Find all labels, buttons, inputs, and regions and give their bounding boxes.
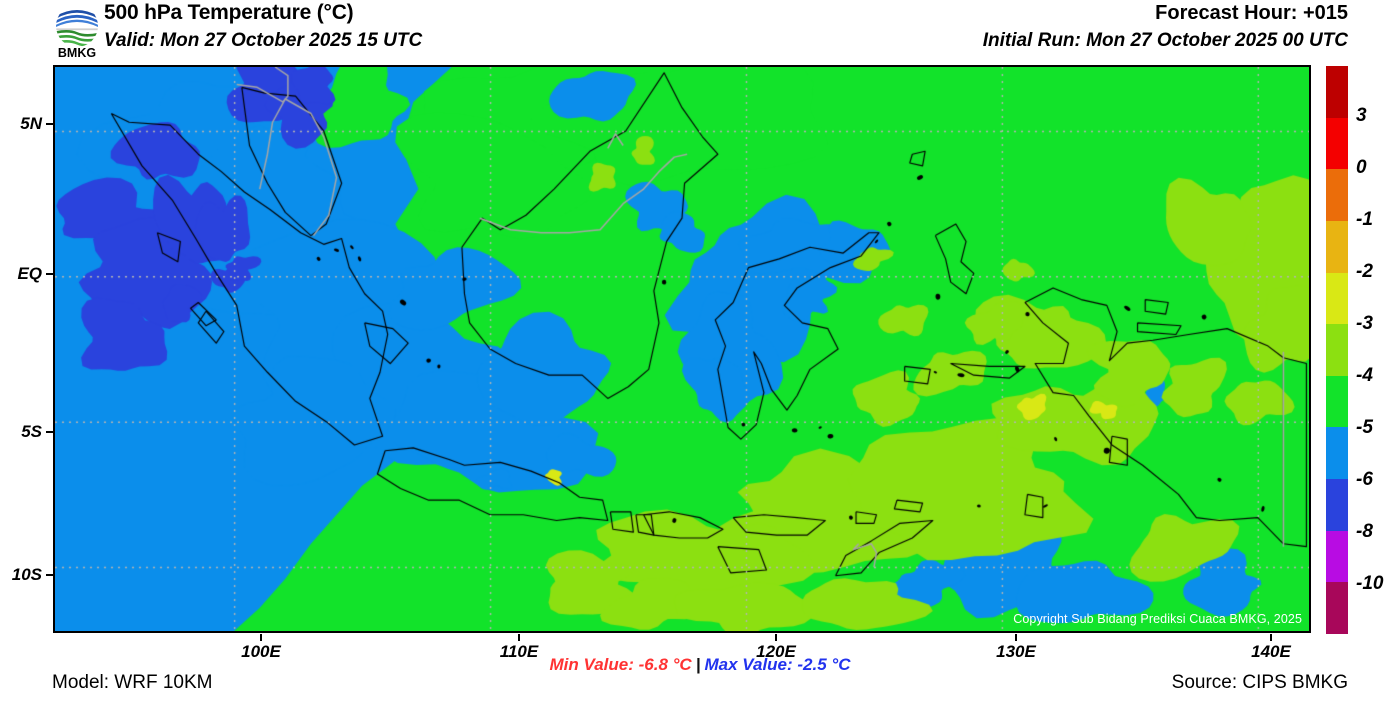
copyright-watermark: Copyright Sub Bidang Prediksi Cuaca BMKG… <box>1013 612 1302 626</box>
page-title: 500 hPa Temperature (°C) <box>104 1 354 24</box>
colorbar-label--8: -8 <box>1356 521 1373 542</box>
colorbar-label--10: -10 <box>1356 573 1384 594</box>
y-axis-label-1: EQ <box>17 264 42 283</box>
y-axis-tick <box>46 431 53 433</box>
colorbar-band-8 <box>1326 479 1348 531</box>
x-axis-tick <box>518 634 520 641</box>
x-axis-label-2: 120E <box>756 642 796 661</box>
colorbar-label-0: 0 <box>1356 157 1367 178</box>
minmax-separator: | <box>695 655 701 674</box>
model-label: Model: WRF 10KM <box>52 672 213 693</box>
x-axis-tick <box>1015 634 1017 641</box>
bmkg-logo-icon: BMKG <box>56 6 98 60</box>
temperature-colorbar[interactable] <box>1325 65 1349 635</box>
x-axis-label-4: 140E <box>1251 642 1291 661</box>
svg-text:BMKG: BMKG <box>58 46 96 60</box>
map-panel[interactable]: Copyright Sub Bidang Prediksi Cuaca BMKG… <box>53 65 1311 633</box>
x-axis-tick <box>775 634 777 641</box>
y-axis-label-2: 5S <box>21 422 42 441</box>
header-bar: BMKG 500 hPa Temperature (°C) Valid: Mon… <box>0 0 1400 62</box>
colorbar-band-6 <box>1326 375 1348 428</box>
colorbar-band-3 <box>1326 220 1348 273</box>
bmkg-logo: BMKG <box>48 2 106 60</box>
colorbar-band-0 <box>1326 66 1348 118</box>
y-axis-label-0: 5N <box>20 114 42 133</box>
colorbar-label--5: -5 <box>1356 417 1373 438</box>
initial-run-label: Initial Run: Mon 27 October 2025 00 UTC <box>982 30 1348 51</box>
colorbar-band-4 <box>1326 272 1348 325</box>
x-axis-label-3: 130E <box>996 642 1036 661</box>
colorbar-band-5 <box>1326 324 1348 376</box>
colorbar-band-7 <box>1326 427 1348 479</box>
source-label: Source: CIPS BMKG <box>1171 672 1348 693</box>
colorbar-band-2 <box>1326 169 1348 221</box>
colorbar-band-1 <box>1326 117 1348 170</box>
valid-time-label: Valid: Mon 27 October 2025 15 UTC <box>104 30 423 51</box>
x-axis-tick <box>260 634 262 641</box>
x-axis-label-1: 110E <box>499 642 539 661</box>
colorbar-label-3: 3 <box>1356 105 1367 126</box>
minmax-readout: Min Value: -6.8 °C | Max Value: -2.5 °C <box>550 655 851 675</box>
colorbar-band-9 <box>1326 530 1348 583</box>
y-axis-tick <box>46 574 53 576</box>
y-axis-label-3: 10S <box>11 565 42 584</box>
colorbar-label--6: -6 <box>1356 469 1373 490</box>
y-axis-tick <box>46 123 53 125</box>
x-axis-tick <box>1270 634 1272 641</box>
forecast-hour-label: Forecast Hour: +015 <box>1155 2 1348 24</box>
colorbar-band-10 <box>1326 582 1348 634</box>
x-axis-label-0: 100E <box>241 642 281 661</box>
min-value-label: Min Value: -6.8 °C <box>549 655 692 674</box>
temperature-contour-map[interactable] <box>55 67 1309 631</box>
max-value-label: Max Value: -2.5 °C <box>704 655 851 674</box>
colorbar-label--2: -2 <box>1356 261 1373 282</box>
colorbar-label--3: -3 <box>1356 313 1373 334</box>
y-axis-tick <box>46 273 53 275</box>
colorbar-label--4: -4 <box>1356 365 1373 386</box>
colorbar-label--1: -1 <box>1356 209 1373 230</box>
